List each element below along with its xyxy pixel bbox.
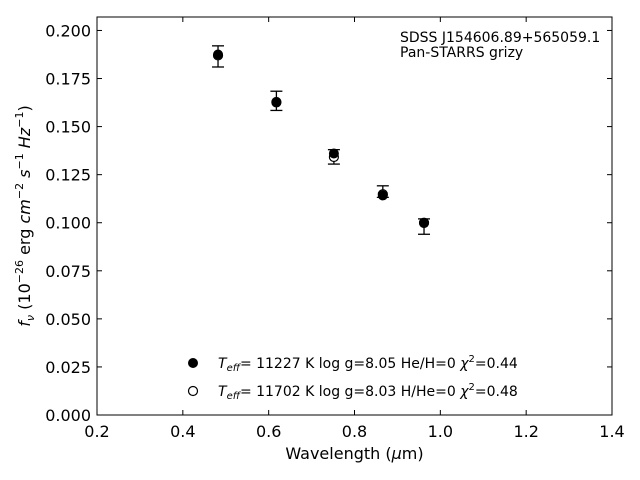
x-tick-label: 0.6 bbox=[256, 422, 281, 441]
legend-marker-filled bbox=[188, 358, 198, 368]
x-tick-label: 0.2 bbox=[84, 422, 109, 441]
x-axis-label: Wavelength (μm) bbox=[285, 444, 423, 463]
y-tick-label: 0.175 bbox=[45, 70, 91, 89]
filled-point bbox=[377, 190, 388, 201]
filled-point bbox=[419, 218, 430, 229]
annotation-line: Pan-STARRS grizy bbox=[400, 45, 523, 61]
filled-point bbox=[328, 148, 339, 159]
y-tick-label: 0.075 bbox=[45, 262, 91, 281]
y-tick-label: 0.125 bbox=[45, 166, 91, 185]
y-tick-label: 0.150 bbox=[45, 118, 91, 137]
filled-point bbox=[213, 49, 224, 60]
y-axis-label: fν (10−26 erg cm−2 s−1 Hz−1) bbox=[13, 105, 37, 326]
x-tick-label: 1.4 bbox=[599, 422, 624, 441]
legend-label-filled: Teff= 11227 K log g=8.05 He/H=0 χ2=0.44 bbox=[218, 354, 518, 374]
legend-label-open: Teff= 11702 K log g=8.03 H/He=0 χ2=0.48 bbox=[218, 382, 518, 402]
y-tick-label: 0.050 bbox=[45, 310, 91, 329]
plot-group: 0.2 0.4 0.6 0.8 1.0 1.2 1.4 0.000 0.025 0.050 0.07… bbox=[13, 16, 625, 463]
legend-marker-open bbox=[187, 385, 199, 397]
x-tick-label: 0.8 bbox=[342, 422, 367, 441]
filled-point bbox=[271, 97, 282, 108]
y-tick-label: 0.025 bbox=[45, 358, 91, 377]
y-tick-label: 0.200 bbox=[45, 21, 91, 40]
annotation-line: SDSS J154606.89+565059.1 bbox=[400, 30, 600, 46]
x-tick-label: 1.0 bbox=[428, 422, 453, 441]
y-tick-label: 0.100 bbox=[45, 214, 91, 233]
x-tick-label: 1.2 bbox=[513, 422, 538, 441]
x-tick-label: 0.4 bbox=[170, 422, 195, 441]
y-tick-label: 0.000 bbox=[45, 406, 91, 425]
